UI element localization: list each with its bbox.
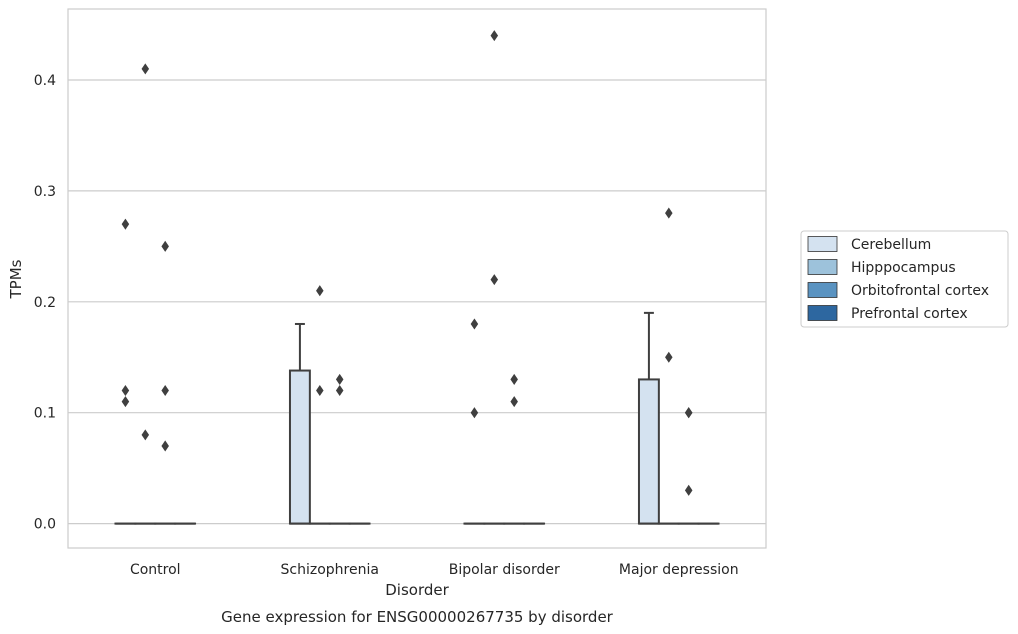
outlier-point: [121, 384, 130, 397]
legend-item: Cerebellum: [807, 236, 931, 253]
outlier-point: [510, 373, 518, 385]
outlier-point: [684, 407, 693, 419]
legend-item: Hipppocampus: [807, 259, 956, 276]
outlier-point: [684, 484, 693, 496]
legend-label: Orbitofrontal cortex: [851, 283, 989, 299]
x-tick-label: Schizophrenia: [281, 562, 379, 578]
outlier-point: [335, 373, 344, 385]
outlier-point: [665, 207, 673, 219]
outlier-point: [510, 396, 518, 408]
x-tick-labels: Control Schizophrenia Bipolar disorder Majo…: [130, 562, 739, 578]
x-tick-label: Bipolar disorder: [449, 562, 560, 578]
legend-swatch: [807, 282, 838, 298]
legend-swatch: [807, 236, 838, 252]
outlier-point: [121, 218, 130, 230]
legend: Cerebellum Hipppocampus Orbitofrontal cort…: [800, 230, 1009, 328]
y-tick-label: 0.2: [34, 295, 56, 311]
x-tick-label: Major depression: [619, 562, 739, 578]
outlier-point: [470, 318, 479, 330]
legend-label: Cerebellum: [851, 237, 931, 253]
outlier-point: [490, 30, 499, 42]
outlier-point: [316, 384, 324, 397]
outlier-point: [335, 384, 344, 397]
legend-label: Prefrontal cortex: [851, 306, 968, 322]
x-tick-label: Control: [130, 562, 181, 578]
y-tick-labels: 0.0 0.1 0.2 0.3 0.4: [34, 73, 56, 533]
legend-item: Prefrontal cortex: [807, 305, 968, 322]
outlier-point: [141, 429, 150, 441]
y-tick-label: 0.1: [34, 406, 56, 422]
figure-caption: Gene expression for ENSG00000267735 by d…: [221, 608, 614, 626]
plot-area: [67, 8, 767, 549]
box: [637, 378, 660, 525]
outlier-point: [161, 240, 169, 252]
y-tick-label: 0.4: [34, 73, 56, 89]
box: [288, 369, 311, 525]
legend-swatch: [807, 259, 838, 275]
outlier-point: [490, 274, 499, 286]
outlier-point: [121, 396, 130, 408]
outlier-point: [470, 407, 479, 419]
outlier-point: [161, 440, 169, 452]
legend-item: Orbitofrontal cortex: [807, 282, 989, 299]
outliers-layer: [121, 30, 693, 496]
legend-frame: [800, 230, 1009, 328]
boxes-layer: [114, 311, 720, 525]
y-tick-label: 0.0: [34, 517, 56, 533]
x-axis-title: Disorder: [385, 581, 449, 599]
outlier-point: [316, 285, 324, 297]
outlier-point: [161, 384, 169, 397]
outlier-point: [141, 63, 150, 75]
legend-swatch: [807, 305, 838, 321]
outlier-point: [665, 351, 673, 363]
legend-label: Hipppocampus: [851, 260, 956, 276]
y-axis-title: TPMs: [7, 259, 25, 299]
y-tick-label: 0.3: [34, 184, 56, 200]
